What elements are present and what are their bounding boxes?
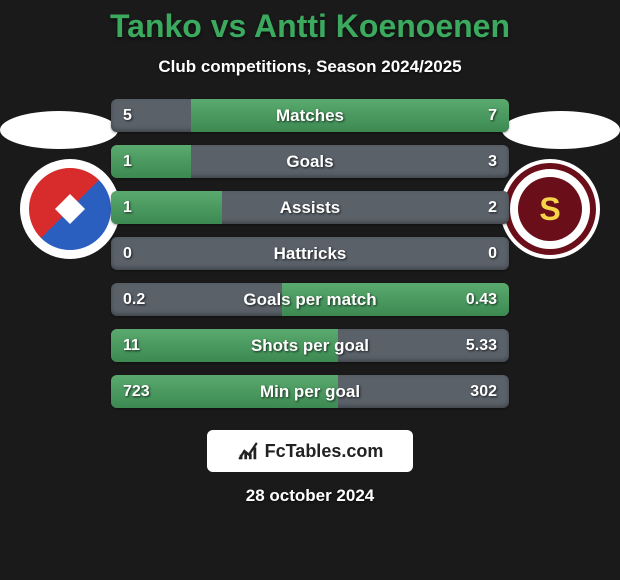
stat-label: Matches	[111, 99, 509, 132]
stat-label: Goals per match	[111, 283, 509, 316]
stat-label: Hattricks	[111, 237, 509, 270]
stat-row: 13Goals	[111, 145, 509, 178]
comparison-infographic: Tanko vs Antti Koenoenen Club competitio…	[0, 0, 620, 580]
stat-row: 12Assists	[111, 191, 509, 224]
player-right-ellipse	[502, 111, 620, 149]
stat-row: 723302Min per goal	[111, 375, 509, 408]
stat-row: 115.33Shots per goal	[111, 329, 509, 362]
subtitle: Club competitions, Season 2024/2025	[0, 57, 620, 77]
title: Tanko vs Antti Koenoenen	[0, 8, 620, 45]
stat-label: Assists	[111, 191, 509, 224]
player-left-ellipse	[0, 111, 118, 149]
club-badge-left	[20, 159, 120, 259]
stat-row: 57Matches	[111, 99, 509, 132]
club-badge-right: S	[500, 159, 600, 259]
stat-row: 00Hattricks	[111, 237, 509, 270]
stat-row: 0.20.43Goals per match	[111, 283, 509, 316]
footer-date: 28 october 2024	[0, 486, 620, 506]
stat-label: Shots per goal	[111, 329, 509, 362]
brand-logo: FcTables.com	[207, 430, 413, 472]
stats-area: S 57Matches 13Goals 12Assists 00Hattricks 0.…	[0, 99, 620, 408]
stat-bars: 57Matches 13Goals 12Assists 00Hattricks 0.20…	[111, 99, 509, 408]
stat-label: Min per goal	[111, 375, 509, 408]
chart-icon	[237, 440, 259, 462]
stat-label: Goals	[111, 145, 509, 178]
brand-text: FcTables.com	[265, 441, 384, 462]
